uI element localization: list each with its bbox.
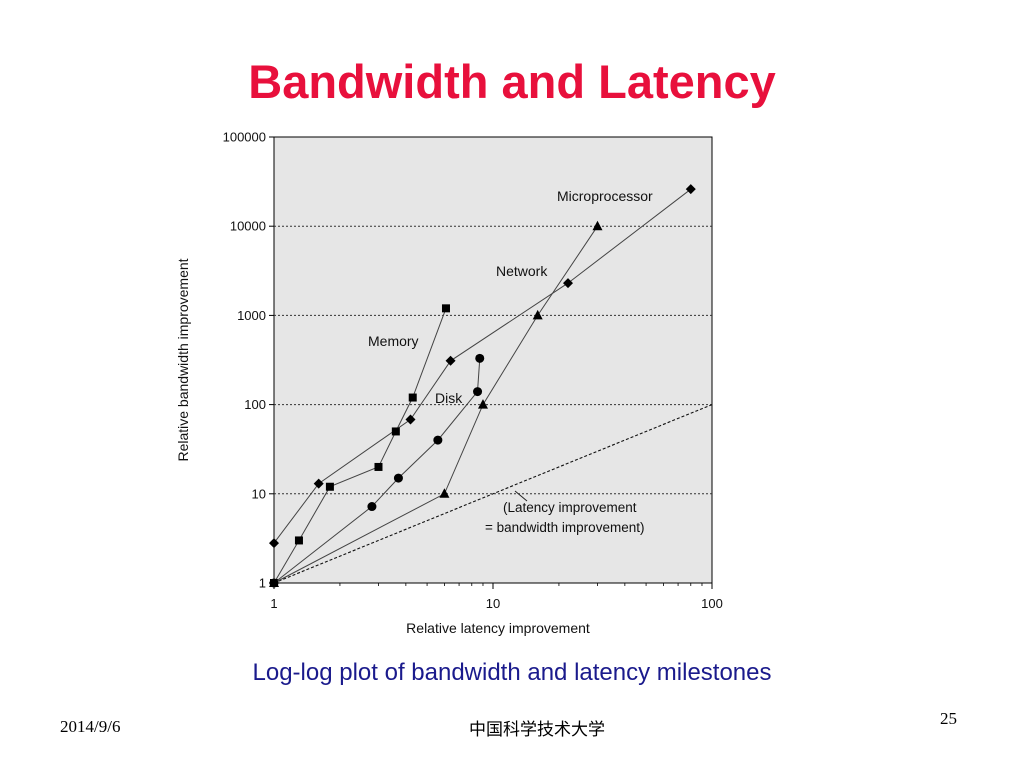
reference-line-label-2: = bandwidth improvement) bbox=[485, 520, 644, 535]
data-point-memory bbox=[294, 536, 303, 545]
reference-line-pointer bbox=[514, 490, 528, 502]
bandwidth-latency-chart: 1 10 100 1000 10000 100000 1 10 100 Microprocess… bbox=[175, 130, 723, 637]
data-point-microprocessor bbox=[445, 355, 456, 366]
y-tick-label: 1 bbox=[259, 576, 266, 591]
series-line-microprocessor bbox=[273, 188, 692, 544]
footer-date: 2014/9/6 bbox=[60, 717, 121, 736]
data-point-network bbox=[532, 309, 543, 320]
y-tick-label: 10000 bbox=[230, 219, 266, 234]
y-axis-label: Relative bandwidth improvement bbox=[175, 258, 191, 461]
data-point-disk bbox=[433, 435, 443, 445]
slide-title: Bandwidth and Latency bbox=[248, 55, 776, 108]
x-axis-label: Relative latency improvement bbox=[406, 620, 590, 636]
data-point-microprocessor bbox=[685, 184, 696, 195]
y-tick-label: 10 bbox=[252, 486, 266, 501]
series-disk bbox=[269, 353, 485, 588]
data-point-memory bbox=[441, 304, 450, 313]
data-point-memory bbox=[374, 462, 383, 471]
data-point-memory bbox=[391, 427, 400, 436]
grid-lines bbox=[274, 225, 712, 495]
data-point-microprocessor bbox=[405, 414, 416, 425]
data-point-disk bbox=[367, 502, 377, 512]
data-point-memory bbox=[408, 393, 417, 402]
x-tick-label: 100 bbox=[701, 596, 723, 611]
data-point-network bbox=[477, 399, 488, 409]
series-microprocessor bbox=[269, 184, 696, 549]
series-line-disk bbox=[273, 358, 481, 584]
data-point-disk bbox=[475, 353, 485, 363]
data-point-network bbox=[439, 488, 450, 498]
footer-organization: 中国科学技术大学 bbox=[469, 720, 605, 740]
data-point-microprocessor bbox=[562, 278, 573, 289]
data-point-microprocessor bbox=[269, 538, 279, 549]
data-point-microprocessor bbox=[313, 478, 324, 489]
y-tick-label: 100 bbox=[244, 397, 266, 412]
y-tick-label: 1000 bbox=[237, 308, 266, 323]
data-point-disk bbox=[269, 578, 279, 588]
series-label-disk: Disk bbox=[435, 390, 463, 406]
slide-caption: Log-log plot of bandwidth and latency mi… bbox=[252, 659, 772, 686]
series-label-microprocessor: Microprocessor bbox=[557, 188, 653, 204]
series-label-network: Network bbox=[496, 263, 548, 279]
series-label-memory: Memory bbox=[368, 333, 419, 349]
x-tick-label: 1 bbox=[270, 596, 277, 611]
data-point-memory bbox=[325, 482, 334, 491]
axes: 1 10 100 1000 10000 100000 1 10 100 bbox=[223, 130, 723, 612]
data-series bbox=[269, 184, 696, 588]
plot-area bbox=[273, 136, 713, 584]
reference-line-label-1: (Latency improvement bbox=[503, 500, 637, 515]
y-tick-label: 100000 bbox=[223, 130, 266, 145]
reference-dashed-line bbox=[273, 404, 713, 584]
reference-line bbox=[273, 404, 713, 584]
page-number: 25 bbox=[940, 709, 957, 728]
x-tick-label: 10 bbox=[486, 596, 500, 611]
data-point-disk bbox=[393, 473, 403, 483]
data-point-network bbox=[592, 220, 603, 231]
data-point-disk bbox=[473, 387, 483, 397]
